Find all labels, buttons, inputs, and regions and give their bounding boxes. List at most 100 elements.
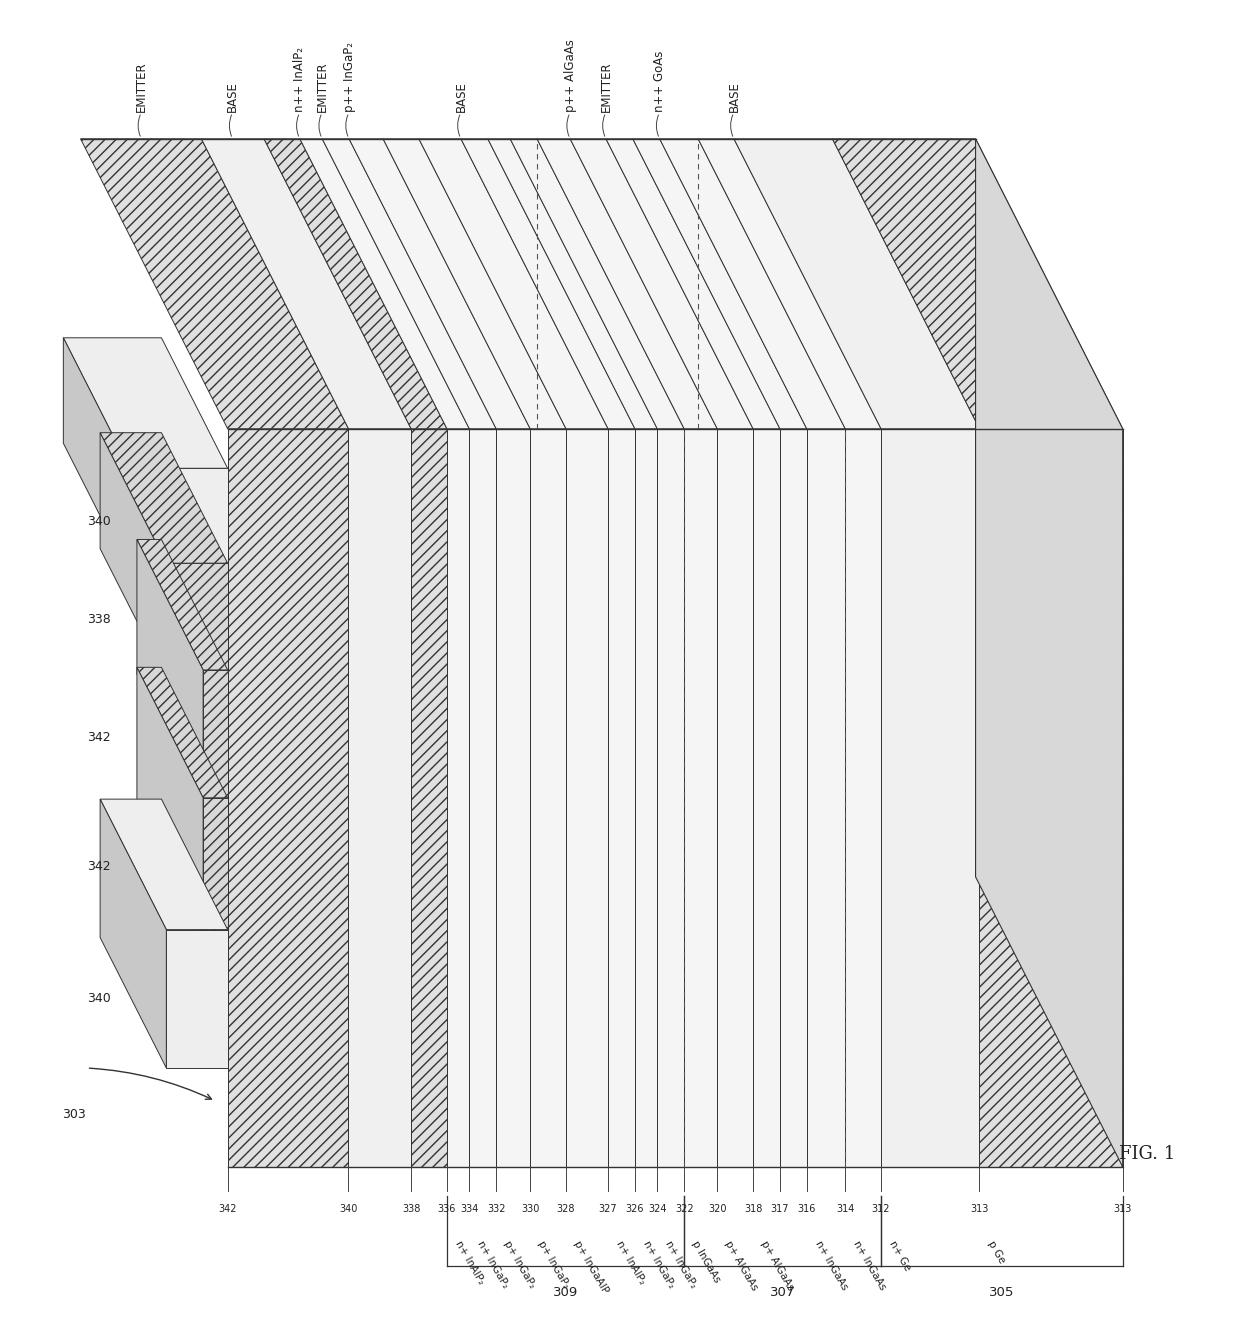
Polygon shape [136,667,228,798]
Text: n+ InAlP₂: n+ InAlP₂ [453,1239,486,1287]
Polygon shape [136,667,203,936]
Polygon shape [383,139,565,429]
Text: 322: 322 [675,1204,693,1213]
Polygon shape [753,429,780,1167]
Text: 324: 324 [649,1204,667,1213]
Text: p++ InGaP₂: p++ InGaP₂ [342,43,356,112]
Text: 334: 334 [460,1204,479,1213]
Polygon shape [660,139,846,429]
Polygon shape [635,429,657,1167]
Text: n+ InGaAs: n+ InGaAs [852,1239,888,1292]
Polygon shape [348,429,412,1167]
Text: p+ InGaP₂: p+ InGaP₂ [502,1239,537,1291]
Text: n+ InGaP₂: n+ InGaP₂ [641,1239,676,1291]
Polygon shape [446,429,469,1167]
Polygon shape [846,429,882,1167]
Polygon shape [322,139,496,429]
Text: EMITTER: EMITTER [599,61,613,112]
Polygon shape [976,139,1122,1167]
Polygon shape [419,139,608,429]
Polygon shape [129,469,228,574]
Text: p++ AlGaAs: p++ AlGaAs [564,40,577,112]
Polygon shape [570,139,753,429]
Polygon shape [832,139,1122,429]
Text: BASE: BASE [454,81,467,112]
Text: 303: 303 [62,1108,87,1120]
Text: 326: 326 [626,1204,644,1213]
Text: n++ GoAs: n++ GoAs [653,51,666,112]
Text: BASE: BASE [226,81,239,112]
Polygon shape [531,429,565,1167]
Text: n+ InGaAs: n+ InGaAs [813,1239,849,1292]
Text: 309: 309 [553,1285,578,1299]
Text: 327: 327 [599,1204,618,1213]
Polygon shape [807,429,846,1167]
Polygon shape [300,139,469,429]
Text: n+ InGaP₂: n+ InGaP₂ [663,1239,698,1291]
Polygon shape [63,338,228,469]
Text: p InGaAs: p InGaAs [691,1239,722,1285]
Text: n+ Ge: n+ Ge [887,1239,913,1273]
Polygon shape [684,429,717,1167]
Text: 314: 314 [836,1204,854,1213]
Polygon shape [510,139,684,429]
Text: 316: 316 [797,1204,816,1213]
Text: 313: 313 [1114,1204,1132,1213]
Text: p+ AlGaAs: p+ AlGaAs [759,1239,796,1292]
Polygon shape [632,139,807,429]
Text: 336: 336 [438,1204,456,1213]
Text: 328: 328 [557,1204,575,1213]
Polygon shape [412,429,446,1167]
Text: p Ge: p Ge [986,1239,1007,1265]
Text: n+ InGaP₂: n+ InGaP₂ [475,1239,511,1291]
Text: 340: 340 [340,1204,357,1213]
Polygon shape [203,670,228,805]
Text: 313: 313 [971,1204,988,1213]
Polygon shape [734,139,980,429]
Text: 318: 318 [744,1204,763,1213]
Polygon shape [166,930,228,1068]
Text: 338: 338 [402,1204,420,1213]
Polygon shape [980,429,1122,1167]
Polygon shape [100,799,228,930]
Polygon shape [537,139,717,429]
Text: 312: 312 [872,1204,890,1213]
Text: BASE: BASE [728,81,740,112]
Text: p+ InGaP₂: p+ InGaP₂ [537,1239,572,1291]
Text: p+ InGaAlP: p+ InGaAlP [572,1239,610,1296]
Polygon shape [487,139,657,429]
Text: 320: 320 [708,1204,727,1213]
Text: p+ AlGaAs: p+ AlGaAs [723,1239,760,1292]
Polygon shape [469,429,496,1167]
Polygon shape [264,139,446,429]
Polygon shape [228,429,348,1167]
Polygon shape [100,433,228,563]
Text: n+ InAlP₂: n+ InAlP₂ [614,1239,647,1287]
Polygon shape [606,139,780,429]
Text: 342: 342 [88,731,112,743]
Text: 340: 340 [87,514,112,527]
Polygon shape [81,139,348,429]
Polygon shape [717,429,753,1167]
Text: 342: 342 [88,860,112,872]
Polygon shape [100,799,166,1068]
Text: 342: 342 [218,1204,237,1213]
Text: EMITTER: EMITTER [316,61,329,112]
Polygon shape [63,338,129,574]
Polygon shape [780,429,807,1167]
Polygon shape [201,139,412,429]
Polygon shape [698,139,882,429]
Polygon shape [657,429,684,1167]
Text: 332: 332 [487,1204,506,1213]
Text: EMITTER: EMITTER [135,61,148,112]
Text: 307: 307 [770,1285,795,1299]
Text: 317: 317 [770,1204,789,1213]
Text: 338: 338 [87,613,112,626]
Text: 330: 330 [521,1204,539,1213]
Text: 305: 305 [990,1285,1014,1299]
Text: FIG. 1: FIG. 1 [1120,1144,1176,1163]
Polygon shape [461,139,635,429]
Polygon shape [136,539,203,805]
Polygon shape [496,429,531,1167]
Text: n++ InAlP₂: n++ InAlP₂ [294,48,306,112]
